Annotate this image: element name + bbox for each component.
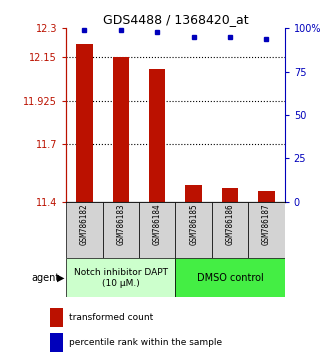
Text: DMSO control: DMSO control xyxy=(197,273,263,283)
Bar xyxy=(103,202,139,258)
Text: GSM786187: GSM786187 xyxy=(262,204,271,245)
Bar xyxy=(175,258,285,297)
Bar xyxy=(248,202,285,258)
Bar xyxy=(212,202,248,258)
Text: Notch inhibitor DAPT
(10 μM.): Notch inhibitor DAPT (10 μM.) xyxy=(74,268,168,287)
Title: GDS4488 / 1368420_at: GDS4488 / 1368420_at xyxy=(103,13,248,26)
Bar xyxy=(222,188,238,202)
Bar xyxy=(66,202,103,258)
Bar xyxy=(66,258,175,297)
Bar xyxy=(113,57,129,202)
Bar xyxy=(258,191,275,202)
Text: GSM786183: GSM786183 xyxy=(116,204,125,245)
Text: GSM786186: GSM786186 xyxy=(225,204,235,245)
Text: agent: agent xyxy=(31,273,60,283)
Text: percentile rank within the sample: percentile rank within the sample xyxy=(69,338,222,347)
Bar xyxy=(175,202,212,258)
Bar xyxy=(185,185,202,202)
Text: GSM786185: GSM786185 xyxy=(189,204,198,245)
Bar xyxy=(50,333,64,352)
Text: transformed count: transformed count xyxy=(69,313,153,322)
Bar xyxy=(139,202,175,258)
Text: GSM786182: GSM786182 xyxy=(80,204,89,245)
Bar xyxy=(149,69,166,202)
Text: GSM786184: GSM786184 xyxy=(153,204,162,245)
Bar xyxy=(76,44,93,202)
Bar xyxy=(50,308,64,327)
Text: ▶: ▶ xyxy=(57,273,65,283)
